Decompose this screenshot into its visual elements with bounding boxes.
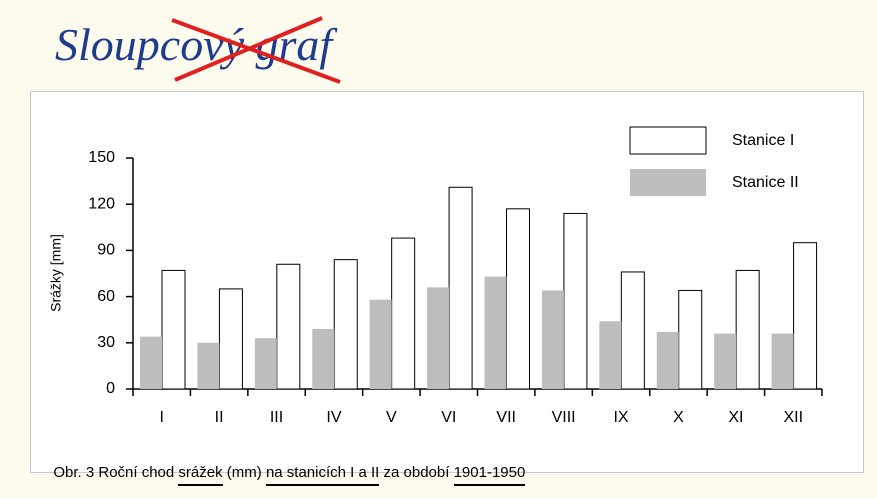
x-tick-label: XII: [784, 409, 804, 426]
y-tick-label: 0: [106, 380, 115, 397]
bar: [678, 289, 703, 390]
bar: [333, 259, 358, 390]
bar: [563, 212, 588, 390]
bar: [656, 332, 679, 389]
bar: [312, 328, 335, 389]
slide-title: Sloupcový graf: [55, 19, 333, 70]
bar: [506, 208, 530, 390]
bar: [735, 269, 760, 390]
cross-out: [171, 16, 341, 84]
x-tick-label: IV: [326, 409, 341, 426]
y-tick-label: 90: [97, 242, 115, 259]
bar: [276, 263, 301, 390]
caption-text: za období: [379, 464, 454, 481]
bar: [771, 333, 794, 389]
y-tick-label: 30: [97, 334, 115, 351]
bar: [620, 271, 645, 390]
bar: [599, 321, 622, 389]
y-tick-label: 120: [88, 195, 115, 212]
bar: [254, 338, 277, 389]
legend-swatch: [629, 126, 707, 155]
caption-text: (mm): [222, 464, 266, 481]
caption-text: Obr. 3 Roční chod: [53, 464, 179, 481]
x-tick-label: V: [386, 409, 397, 426]
x-tick-label: I: [159, 409, 163, 426]
x-tick-label: VII: [496, 409, 516, 426]
x-tick-label: XI: [728, 409, 743, 426]
legend-label: Stanice I: [732, 132, 794, 149]
x-tick-label: X: [673, 409, 684, 426]
x-tick-label: VIII: [552, 409, 576, 426]
legend-swatch: [630, 169, 706, 196]
bar: [448, 186, 473, 390]
cross-stroke: [174, 16, 323, 82]
x-tick-label: II: [215, 409, 224, 426]
x-tick-label: III: [270, 409, 283, 426]
bar: [140, 336, 162, 389]
caption: Obr. 3 Roční chod srážek (mm) na stanicí…: [45, 447, 526, 486]
caption-text: srážek: [178, 464, 223, 486]
caption-text: na stanicích I a II: [265, 464, 380, 486]
bar: [218, 288, 243, 390]
legend-label: Stanice II: [732, 174, 799, 191]
bar: [714, 333, 737, 389]
bar: [484, 276, 507, 389]
bar: [161, 269, 186, 390]
bar: [391, 237, 416, 390]
bar: [541, 290, 564, 389]
caption-text: 1901-1950: [453, 464, 526, 486]
y-tick-label: 60: [97, 288, 115, 305]
y-tick-label: 150: [88, 149, 115, 166]
bar: [793, 242, 818, 390]
bar: [427, 287, 450, 389]
cross-stroke: [171, 18, 341, 84]
bar: [197, 342, 220, 389]
x-tick-label: IX: [613, 409, 628, 426]
y-axis-label: Srážky [mm]: [48, 234, 64, 312]
bar: [369, 299, 392, 389]
x-tick-label: VI: [441, 409, 456, 426]
